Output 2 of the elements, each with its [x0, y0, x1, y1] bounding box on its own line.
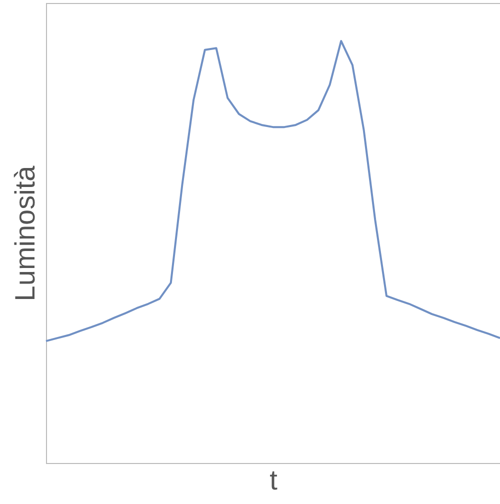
y-axis-title: Luminosità	[10, 165, 40, 302]
x-axis-title: t	[270, 464, 278, 496]
